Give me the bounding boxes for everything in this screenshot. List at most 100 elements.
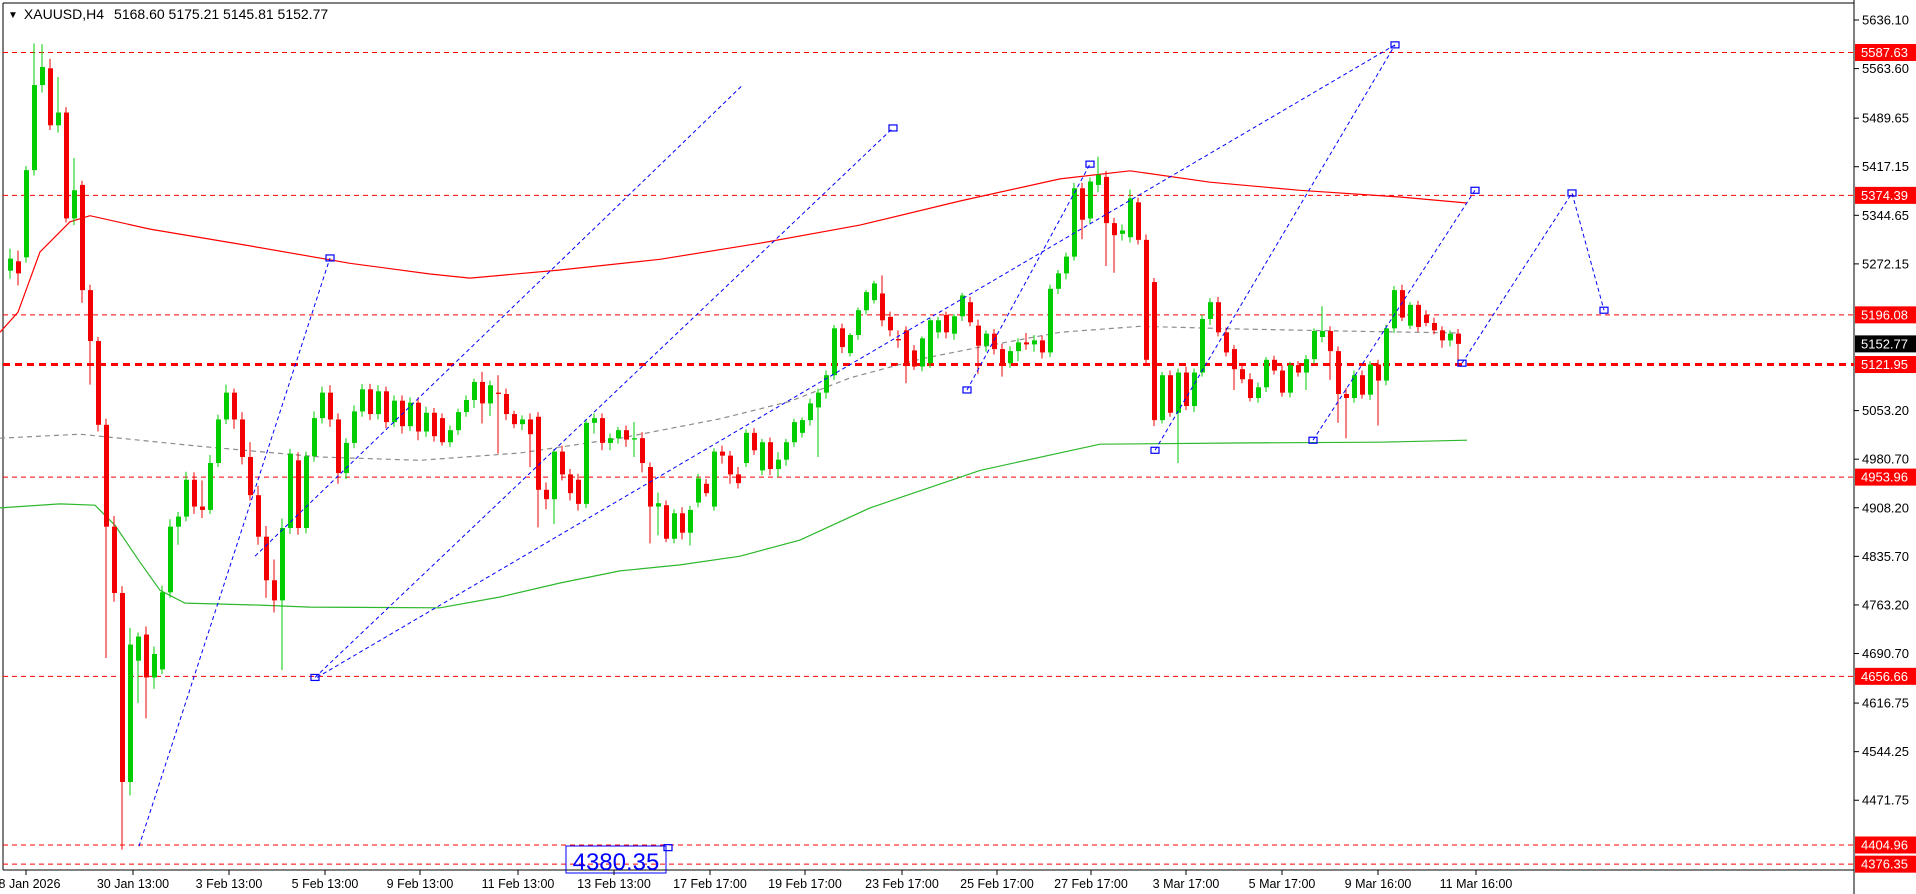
candle [1376, 364, 1381, 381]
candle [720, 451, 725, 456]
candle [392, 400, 397, 423]
ma-line-gray [0, 325, 1461, 461]
candle [408, 402, 413, 427]
time-tick-label: 28 Jan 2026 [0, 877, 60, 891]
candle [1120, 230, 1125, 234]
candle [1000, 349, 1005, 364]
candle [1072, 188, 1077, 257]
candle [1320, 330, 1325, 338]
candle [760, 442, 765, 471]
price-tick-label: 4980.70 [1862, 452, 1909, 467]
trendline-handle [1085, 160, 1095, 168]
candle [1104, 176, 1109, 224]
candle [112, 526, 117, 594]
candle [560, 451, 565, 475]
price-badge-red [1855, 43, 1916, 61]
candle [48, 68, 53, 126]
price-badge-red [1855, 306, 1916, 324]
candle [216, 419, 221, 464]
candle [40, 66, 45, 86]
candle [432, 412, 437, 437]
price-badge-label: 4376.35 [1861, 857, 1908, 872]
candle [968, 302, 973, 323]
time-tick-label: 3 Mar 17:00 [1153, 877, 1220, 891]
trendline-projection-zigzag [1461, 191, 1605, 364]
candle [1248, 379, 1253, 399]
trendline-handle [1390, 41, 1400, 49]
candle [160, 592, 165, 670]
candle [472, 381, 477, 401]
candle [288, 453, 293, 529]
candle [272, 580, 277, 601]
candle [144, 634, 149, 678]
candle [1416, 304, 1421, 327]
candle [856, 310, 861, 336]
price-tick-label: 4471.75 [1862, 793, 1909, 808]
candle [728, 455, 733, 475]
time-tick-label: 23 Feb 17:00 [865, 877, 939, 891]
candle [1048, 288, 1053, 353]
candle [376, 391, 381, 415]
candle [584, 422, 589, 504]
candle [816, 392, 821, 408]
candle [128, 644, 133, 782]
trendline-handle [1599, 306, 1609, 314]
title-ohlc-values: 5168.60 5175.21 5145.81 5152.77 [114, 6, 329, 22]
candle [600, 418, 605, 443]
candle [1288, 365, 1293, 393]
candle [872, 283, 877, 301]
candle [1280, 370, 1285, 393]
candle [1304, 359, 1309, 373]
candle [1456, 333, 1461, 344]
candle [176, 516, 181, 527]
price-badge-black [1855, 335, 1916, 353]
candle [984, 333, 989, 346]
trendline-handle [962, 386, 972, 394]
candle [1224, 332, 1229, 353]
candle [1040, 340, 1045, 353]
candle [416, 402, 421, 432]
candle [632, 438, 637, 440]
candle [896, 339, 901, 341]
candle [744, 432, 749, 464]
price-annotation-box [565, 845, 667, 874]
candle [464, 400, 469, 413]
candle [64, 112, 69, 219]
candle [768, 442, 773, 470]
candle [824, 375, 829, 393]
candle [1440, 330, 1445, 341]
candle [688, 509, 693, 533]
candle [592, 418, 597, 423]
trendline-rally-line [1154, 44, 1396, 451]
time-tick-label: 19 Feb 17:00 [768, 877, 842, 891]
candle [320, 392, 325, 419]
candle [296, 460, 301, 529]
price-badge-red [1855, 836, 1916, 854]
candle [1168, 375, 1173, 413]
price-tick-label: 5053.20 [1862, 403, 1909, 418]
candle [384, 391, 389, 423]
symbol-label: XAUUSD,H4 [23, 6, 105, 22]
candle [784, 442, 789, 460]
candle [680, 513, 685, 533]
candle [224, 392, 229, 420]
time-tick-label: 9 Feb 13:00 [387, 877, 454, 891]
symbol-dropdown-icon[interactable]: ▼ [8, 10, 18, 21]
trendline-channel-b [316, 44, 1396, 678]
candle [808, 403, 813, 421]
candle [624, 430, 629, 440]
trendline-handle [888, 124, 898, 132]
trendline-short-right [966, 163, 1091, 391]
candle [496, 392, 501, 394]
candle [1032, 340, 1037, 345]
candle [328, 392, 333, 420]
candle [1344, 393, 1349, 399]
candle [696, 478, 701, 503]
trendline-handle [1308, 436, 1318, 444]
candle [792, 422, 797, 443]
candle [608, 438, 613, 443]
candle [960, 295, 965, 317]
candle [1432, 322, 1437, 331]
candle [168, 526, 173, 593]
